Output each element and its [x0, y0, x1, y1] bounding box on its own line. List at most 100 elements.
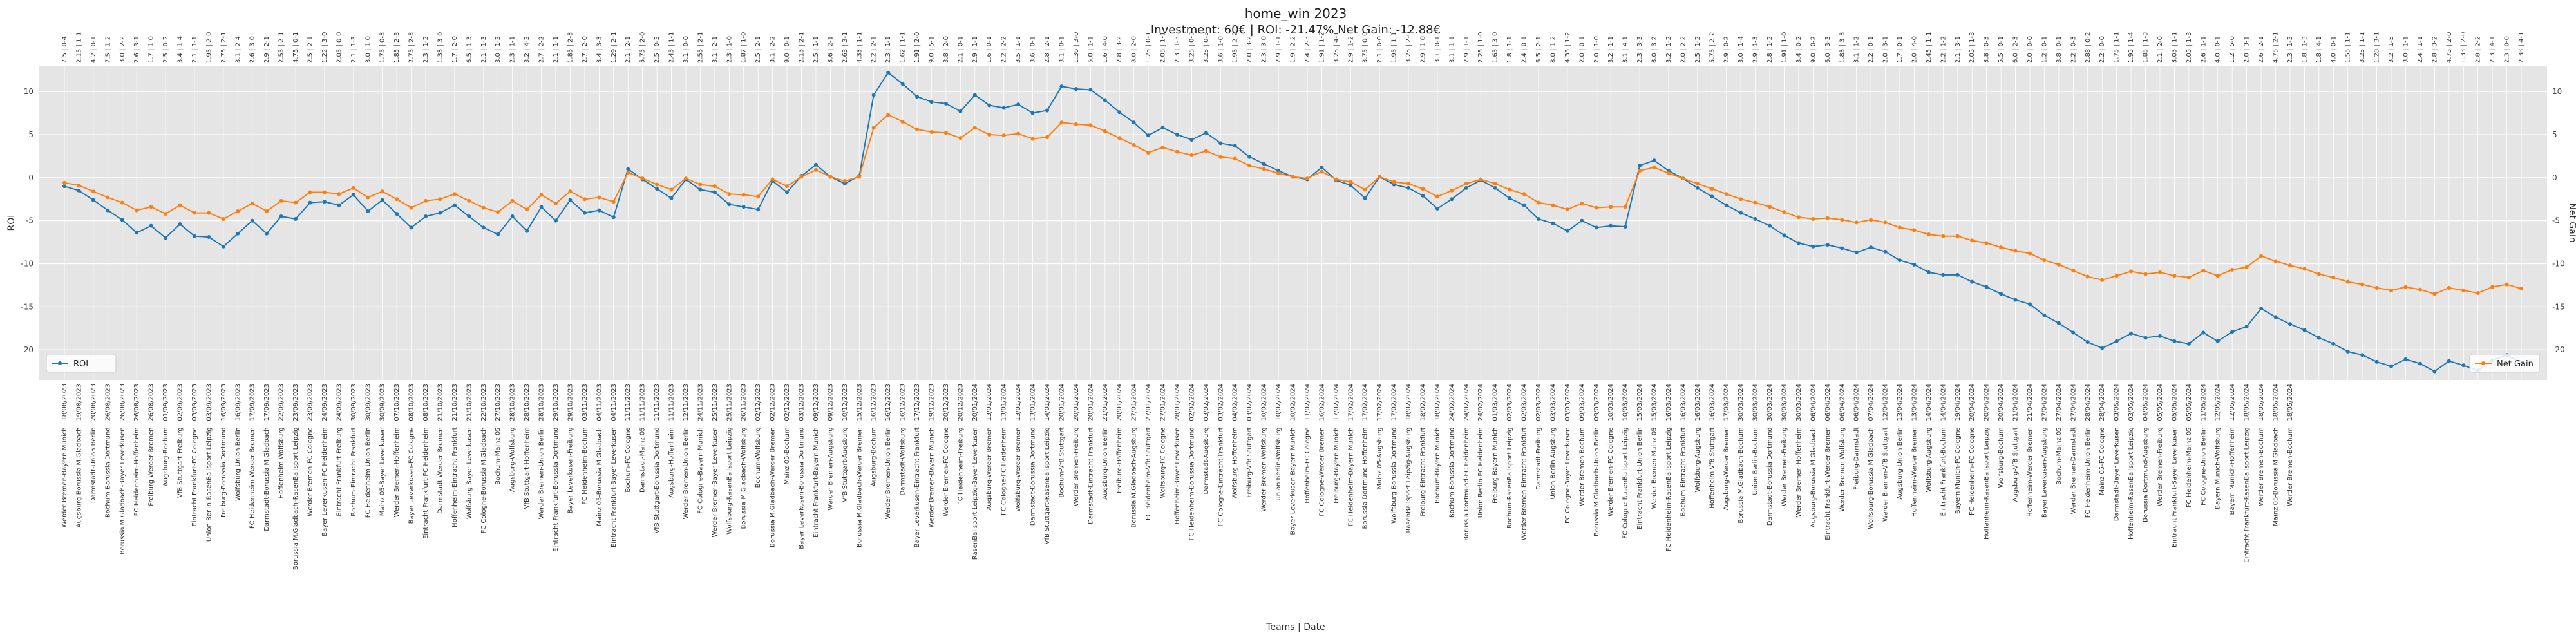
data-point: [1638, 169, 1642, 173]
x-top-tick: 3.4 | 1-4: [177, 36, 184, 63]
x-top-tick: 2.55 | 2-1: [278, 32, 285, 63]
data-point: [322, 200, 327, 204]
x-bottom-tick: FC Cologne-RasenBallsport Leipzig | 10/0…: [1622, 384, 1629, 539]
data-point: [1508, 196, 1512, 200]
x-bottom-tick: Darmstadt-Eintracht Frankfurt | 20/01/20…: [1087, 384, 1094, 524]
x-top-tick: 6.5 | 1-3: [466, 36, 473, 63]
data-point: [2201, 330, 2206, 335]
legend-marker: [2481, 361, 2485, 365]
x-top-tick: 1.9 | 2-2: [1290, 36, 1297, 63]
data-point: [1175, 149, 1179, 154]
x-top-tick: 2.8 | 2-2: [2475, 36, 2482, 63]
data-point: [1623, 225, 1627, 229]
x-top-tick: 3.25 | 1-1: [2359, 32, 2366, 63]
x-top-tick: 1.75 | 1-1: [2114, 32, 2121, 63]
x-top-tick: 2.6 | 2-1: [2258, 36, 2265, 63]
data-point: [91, 189, 95, 194]
data-point: [395, 197, 399, 202]
x-bottom-tick: Werder Bremen-Freiburg | 05/05/2024: [2157, 384, 2164, 506]
data-point: [265, 209, 269, 213]
x-top-tick: 2.0 | 3-1: [1882, 36, 1889, 63]
data-point: [1782, 210, 1786, 214]
x-top-tick: 2.1 | 1-1: [191, 36, 198, 63]
data-point: [756, 194, 761, 199]
data-point: [2418, 287, 2422, 292]
y-axis-label-left: ROI: [6, 215, 17, 231]
x-top-tick: 3.6 | 2-1: [827, 36, 834, 63]
data-point: [842, 179, 847, 184]
x-top-tick: 2.63 | 3-1: [842, 32, 849, 63]
x-top-tick: 2.3 | 1-3: [2287, 36, 2294, 63]
x-bottom-tick: Borussia M.Gladbach-Union Berlin | 09/03…: [1593, 384, 1600, 536]
x-top-tick: 2.0 | 2-2: [1680, 36, 1687, 63]
data-point: [626, 170, 630, 175]
x-top-tick: 6.5 | 2-1: [1535, 36, 1542, 63]
x-top-tick: 3.1 | 2-2: [770, 36, 777, 63]
x-top-tick: 2.1 | 3-1: [1955, 36, 1962, 63]
data-point: [2389, 288, 2394, 292]
data-point: [1045, 108, 1049, 113]
data-point: [1623, 205, 1627, 209]
data-point: [1247, 164, 1252, 168]
data-point: [539, 205, 544, 209]
data-point: [2447, 359, 2451, 363]
data-point: [1565, 207, 1569, 212]
x-top-tick: 5.75 | 2-0: [639, 32, 647, 63]
data-point: [1753, 216, 1757, 221]
x-bottom-tick: Hoffenheim-Werder Bremen | 13/04/2024: [1911, 384, 1918, 517]
x-top-tick: 4.33 | 1-1: [856, 32, 863, 63]
x-bottom-tick: Augsburg-Werder Bremen | 13/01/2024: [986, 384, 993, 511]
y-tick-left: -10: [21, 260, 33, 269]
x-top-tick: 2.8 | 3-2: [2431, 36, 2438, 63]
data-point: [568, 189, 573, 194]
data-point: [308, 200, 312, 205]
x-top-tick: 3.1 | 0-0: [683, 36, 690, 63]
x-top-tick: 3.1 | 4-1: [1622, 36, 1629, 63]
x-top-tick: 3.8 | 0-3: [1984, 36, 1991, 63]
data-point: [1088, 88, 1093, 92]
data-point: [900, 82, 905, 86]
x-bottom-tick: Bayer Leverkusen-Borussia Dortmund | 03/…: [799, 384, 806, 549]
data-point: [683, 176, 688, 181]
data-point: [207, 235, 211, 240]
legend-right: Net Gain: [2469, 354, 2540, 373]
data-point: [2345, 279, 2350, 284]
x-top-tick: 1.85 | 1-3: [2143, 32, 2150, 63]
x-top-tick: 3.0 | 1-0: [365, 36, 372, 63]
x-bottom-tick: Borussia M.Gladbach-Werder Bremen | 02/1…: [770, 384, 777, 547]
x-top-tick: 1.91 | 1-0: [1781, 32, 1788, 63]
data-point: [1666, 171, 1671, 176]
data-point: [2374, 285, 2379, 290]
data-point: [2505, 282, 2509, 287]
x-bottom-tick: Borussia M.Gladbach-Werder Bremen | 15/1…: [856, 384, 863, 547]
data-point: [322, 190, 327, 194]
data-point: [2302, 267, 2307, 271]
x-bottom-tick: Mainz 05-Bochum | 02/12/2023: [784, 384, 791, 485]
x-top-tick: 4.75 | 0-1: [292, 32, 299, 63]
data-point: [294, 200, 298, 205]
data-point: [1103, 98, 1107, 102]
data-point: [1594, 225, 1598, 230]
x-top-tick: 9.0 | 0-1: [784, 36, 791, 63]
data-point: [2331, 341, 2336, 346]
data-point: [1825, 243, 1830, 247]
x-top-tick: 2.9 | 1-2: [1347, 36, 1354, 63]
data-point: [452, 203, 457, 207]
x-bottom-tick: Werder Bremen-Bayer Leverkusen | 25/11/2…: [712, 384, 719, 538]
x-bottom-tick: Freiburg-Hoffenheim | 20/01/2024: [1116, 384, 1123, 493]
x-bottom-tick: Werder Bremen-FC Cologne | 20/12/2023: [943, 384, 950, 516]
x-bottom-tick: Borussia Dortmund-Hoffenheim | 17/02/202…: [1362, 384, 1369, 529]
x-bottom-tick: RasenBallsport Leipzig-Bayer Leverkusen …: [972, 384, 979, 560]
x-bottom-tick: Freiburg-Borussia Dortmund | 16/09/2023: [220, 384, 227, 518]
x-bottom-tick: Bayer Leverkusen-Eintracht Frankfurt | 1…: [914, 384, 921, 547]
data-point: [2042, 258, 2047, 263]
x-bottom-tick: Darmstadt-Borussia Dortmund | 30/03/2024: [1766, 384, 1774, 526]
x-bottom-tick: Werder Bremen-Wolfsburg | 06/04/2024: [1839, 384, 1846, 512]
y-tick-left: 5: [28, 130, 33, 139]
data-point: [164, 211, 168, 216]
data-point: [2056, 262, 2061, 267]
x-bottom-tick: Eintracht Frankfurt-Bochum | 14/04/2024: [1940, 384, 1947, 516]
data-point: [1796, 241, 1801, 245]
x-top-tick: 2.3 | 1-0: [726, 36, 733, 63]
chart-subtitle: Investment: 60€ | ROI: -21.47% Net Gain:…: [1151, 23, 1441, 37]
